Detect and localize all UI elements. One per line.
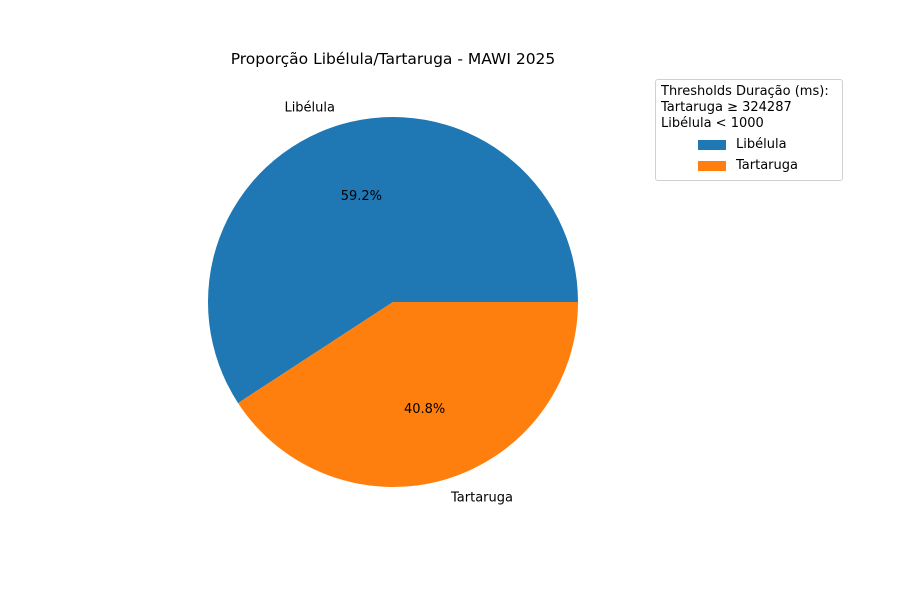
legend-entry-tartaruga: Tartaruga: [661, 155, 837, 176]
legend-swatch: [698, 160, 726, 171]
pie-slice-libelula: [207, 116, 579, 404]
legend-title-line: Tartaruga ≥ 324287: [661, 100, 792, 115]
chart-title: Proporção Libélula/Tartaruga - MAWI 2025: [231, 50, 556, 68]
legend: Thresholds Duração (ms): Tartaruga ≥ 324…: [655, 79, 843, 181]
legend-entry-label: Tartaruga: [736, 157, 798, 173]
legend-title-line: Libélula < 1000: [661, 116, 764, 131]
legend-entry-libelula: Libélula: [661, 134, 837, 155]
pie-slice-tartaruga: [238, 302, 578, 487]
slice-percent-label: 59.2%: [341, 189, 382, 204]
slice-label: Libélula: [284, 100, 335, 115]
legend-entries: Libélula Tartaruga: [661, 134, 837, 176]
pie-labels: Libélula 59.2% Tartaruga 40.8%: [284, 100, 513, 505]
legend-swatch: [698, 139, 726, 150]
legend-title-line: Thresholds Duração (ms):: [661, 84, 829, 99]
slice-label: Tartaruga: [450, 491, 513, 506]
legend-entry-label: Libélula: [736, 136, 787, 152]
pie-slices: [207, 116, 579, 487]
slice-percent-label: 40.8%: [404, 402, 445, 417]
